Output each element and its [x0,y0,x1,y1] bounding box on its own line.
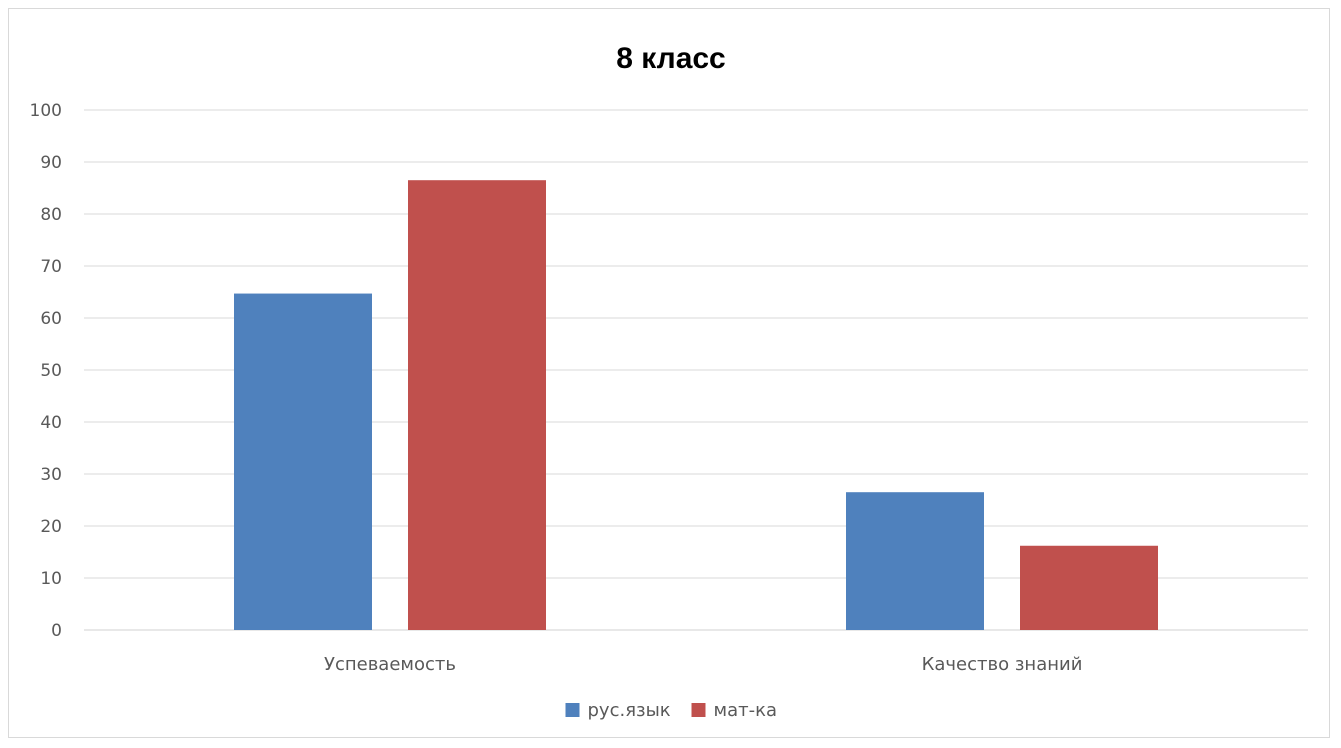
y-tick-label: 70 [40,257,62,277]
y-tick-label: 0 [51,621,62,641]
y-tick-label: 10 [40,569,62,589]
x-category-label: Качество знаний [922,654,1083,675]
bar [846,492,984,630]
y-tick-label: 100 [30,101,62,121]
legend-label: мат-ка [714,700,778,721]
bar [1020,545,1158,630]
bar [408,180,546,630]
y-tick-label: 50 [40,361,62,381]
y-axis-ticks: 0 10 20 30 40 50 60 70 80 90 100 [30,101,62,641]
legend: рус.язык мат-ка [565,700,778,721]
x-axis-categories: Успеваемость Качество знаний [324,654,1082,675]
y-tick-label: 80 [40,205,62,225]
chart-title: 8 класс [616,42,726,75]
y-tick-label: 60 [40,309,62,329]
y-tick-label: 40 [40,413,62,433]
bar [234,293,372,630]
y-tick-label: 30 [40,465,62,485]
legend-label: рус.язык [588,700,671,721]
bars [234,180,1158,630]
legend-swatch [691,703,706,717]
legend-swatch [565,703,580,717]
x-category-label: Успеваемость [324,654,456,675]
y-tick-label: 90 [40,153,62,173]
y-tick-label: 20 [40,517,62,537]
